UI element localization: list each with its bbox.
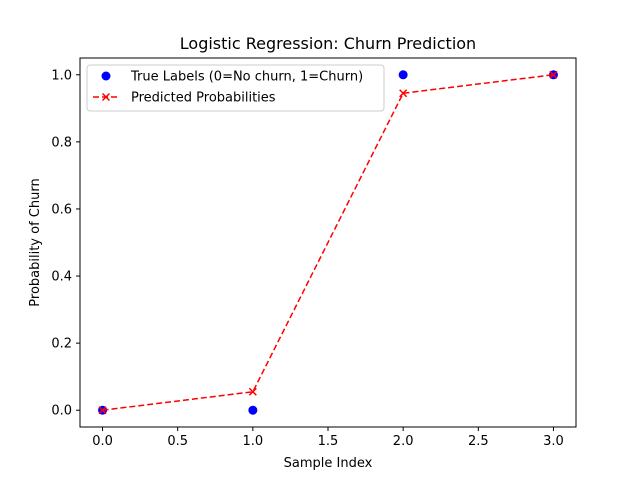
predicted-probability-marker	[399, 89, 408, 98]
chart-title: Logistic Regression: Churn Prediction	[180, 34, 476, 53]
x-tick-label: 1.0	[243, 434, 264, 449]
x-tick-label: 2.5	[468, 434, 489, 449]
predicted-probability-marker	[248, 387, 257, 396]
legend-box	[86, 64, 385, 112]
legend-predicted-marker	[101, 92, 111, 102]
predicted-probability-marker	[549, 70, 558, 79]
predicted-probability-marker	[98, 406, 107, 415]
x-tick-label: 2.0	[393, 434, 414, 449]
y-tick-label: 0.8	[51, 135, 72, 150]
legend: True Labels (0=No churn, 1=Churn) Predict…	[86, 64, 385, 112]
x-axis-label: Sample Index	[284, 456, 373, 471]
legend-predicted-label: Predicted Probabilities	[131, 91, 276, 106]
x-tick-label: 3.0	[543, 434, 564, 449]
axis-ticks: 0.0 0.5 1.0 1.5 2.0 2.5 3.0 0.0 0.2 0.4 0.6 0.8 1.0	[51, 68, 563, 449]
x-tick-label: 1.5	[318, 434, 339, 449]
predicted-probability-line	[102, 74, 554, 411]
x-tick-label: 0.0	[92, 434, 113, 449]
y-tick-label: 0.4	[51, 270, 72, 285]
true-label-point	[398, 70, 408, 80]
plot-area	[98, 70, 558, 415]
legend-true-labels-label: True Labels (0=No churn, 1=Churn)	[130, 70, 363, 85]
y-tick-label: 0.0	[51, 404, 72, 419]
y-axis-label: Probability of Churn	[28, 178, 43, 306]
y-tick-label: 0.6	[51, 202, 72, 217]
x-tick-label: 0.5	[167, 434, 188, 449]
true-label-point	[248, 405, 258, 415]
y-tick-label: 1.0	[51, 68, 72, 83]
legend-true-labels-marker	[101, 71, 111, 81]
y-tick-label: 0.2	[51, 337, 72, 352]
